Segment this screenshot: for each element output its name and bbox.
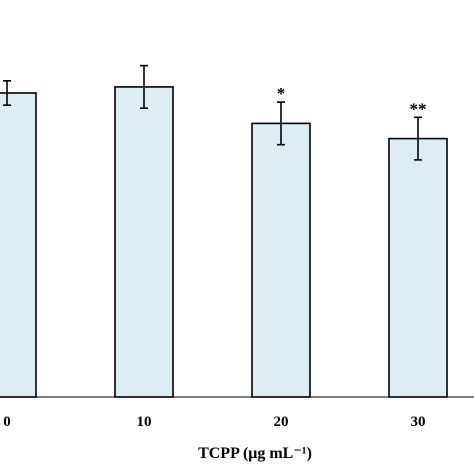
x-tick-label-30: 30 [411,414,426,430]
significance-markers: *** [277,84,427,118]
bar-30 [388,137,448,398]
error-bars-layer [3,64,422,161]
x-tick-label-10: 10 [137,414,152,430]
significance-marker-30: ** [410,99,427,118]
bars-layer [0,86,448,398]
bar-20 [251,122,311,398]
x-tick-label-20: 20 [274,414,289,430]
error-bar-10 [140,64,148,109]
error-bar-20 [277,101,285,146]
significance-marker-20: * [277,84,286,103]
error-bar-30 [414,116,422,161]
x-tick-label-0: 0 [3,414,11,430]
bar-0 [0,92,37,398]
error-bar-0 [3,80,11,106]
x-axis-label: TCPP (μg mL⁻¹) [198,445,312,462]
x-tick-labels: 0 10 20 30 [3,414,425,430]
bar-10 [114,86,174,398]
